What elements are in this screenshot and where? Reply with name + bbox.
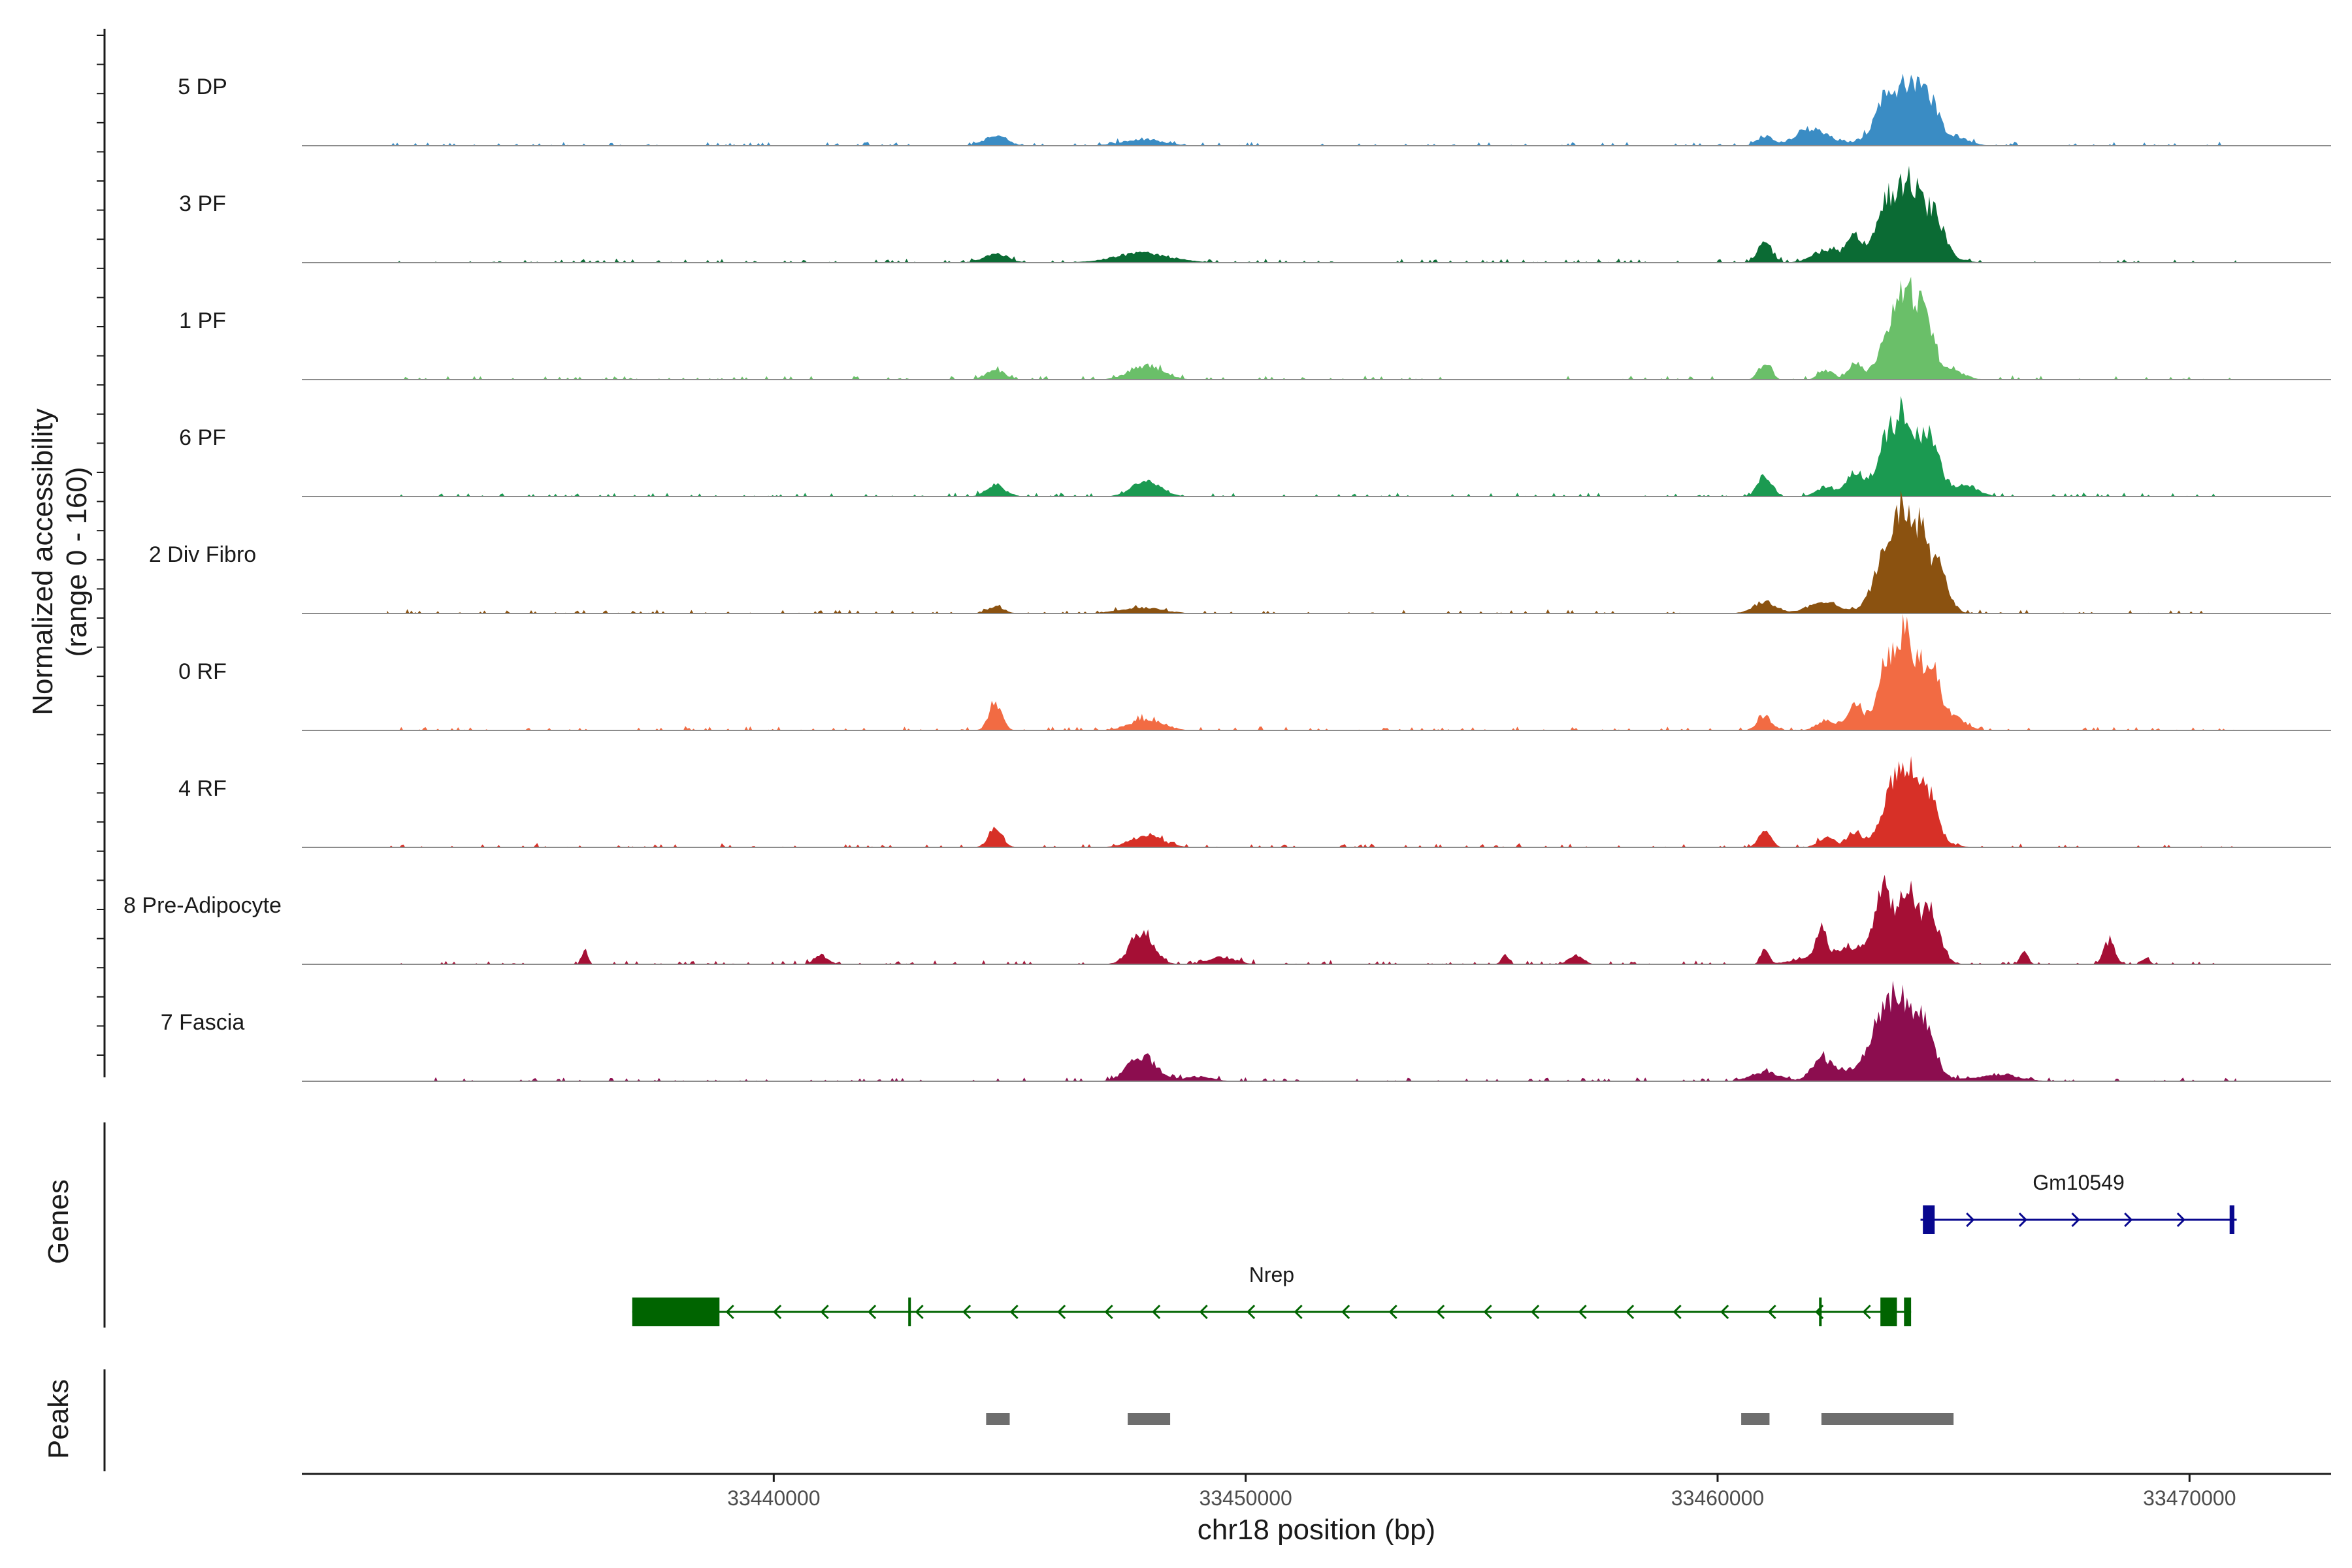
y-axis-title-line-2: (range 0 - 160) bbox=[61, 466, 93, 657]
track-8-pre-adipocyte: 8 Pre-Adipocyte bbox=[123, 874, 2331, 965]
strand-chevron bbox=[2124, 1212, 2133, 1228]
strand-chevron bbox=[1483, 1304, 1492, 1320]
gene-exon bbox=[2229, 1205, 2234, 1234]
strand-chevron bbox=[1578, 1304, 1587, 1320]
x-axis-title: chr18 position (bp) bbox=[1198, 1514, 1435, 1546]
coverage-area bbox=[387, 73, 2237, 146]
strand-chevron bbox=[2071, 1212, 2080, 1228]
genes-panel-label: Genes bbox=[42, 1179, 74, 1264]
strand-chevron bbox=[915, 1304, 924, 1320]
y-axis-title: Normalized accessibility (range 0 - 160) bbox=[27, 408, 93, 715]
track-label: 0 RF bbox=[178, 659, 227, 684]
strand-chevron bbox=[1862, 1304, 1871, 1320]
peak-region bbox=[1821, 1413, 1954, 1425]
gene-models: Gm10549 Nrep bbox=[632, 1171, 2237, 1326]
coverage-area bbox=[387, 756, 2237, 847]
peak-region bbox=[1741, 1413, 1770, 1425]
x-tick-label: 33460000 bbox=[1671, 1486, 1764, 1510]
track-7-fascia: 7 Fascia bbox=[161, 981, 2331, 1082]
strand-chevron bbox=[962, 1304, 972, 1320]
track-1-pf: 1 PF bbox=[179, 276, 2331, 380]
strand-chevron bbox=[1673, 1304, 1682, 1320]
gene-exon bbox=[908, 1298, 911, 1326]
track-label: 2 Div Fibro bbox=[149, 542, 256, 567]
track-2-div-fibro: 2 Div Fibro bbox=[149, 490, 2331, 614]
peak-region bbox=[986, 1413, 1010, 1425]
x-axis-ticks: 33440000 33450000 33460000 33470000 bbox=[727, 1474, 2236, 1510]
coverage-area bbox=[387, 490, 2237, 613]
strand-chevron bbox=[2018, 1212, 2028, 1228]
strand-chevron bbox=[1341, 1304, 1350, 1320]
coverage-area bbox=[387, 165, 2237, 263]
coverage-area bbox=[387, 874, 2237, 964]
track-label: 3 PF bbox=[179, 191, 226, 216]
peaks-panel-label: Peaks bbox=[42, 1379, 74, 1459]
x-tick-label: 33440000 bbox=[727, 1486, 820, 1510]
gene-exon bbox=[1904, 1298, 1912, 1326]
strand-chevron bbox=[1104, 1304, 1113, 1320]
peak-region bbox=[1128, 1413, 1171, 1425]
track-6-pf: 6 PF bbox=[179, 396, 2331, 497]
coverage-area bbox=[387, 981, 2237, 1081]
strand-chevron bbox=[725, 1304, 734, 1320]
track-label: 5 DP bbox=[178, 74, 227, 99]
track-0-rf: 0 RF bbox=[178, 613, 2331, 731]
strand-chevron bbox=[2176, 1212, 2185, 1228]
gene-label: Nrep bbox=[1249, 1263, 1294, 1286]
strand-chevron bbox=[1057, 1304, 1066, 1320]
coverage-area bbox=[387, 396, 2237, 497]
coverage-area bbox=[387, 613, 2237, 730]
strand-chevron bbox=[1720, 1304, 1729, 1320]
coverage-y-axis bbox=[97, 29, 106, 1077]
coverage-area bbox=[387, 276, 2237, 380]
strand-chevron bbox=[1531, 1304, 1540, 1320]
strand-chevron bbox=[1152, 1304, 1161, 1320]
strand-chevron bbox=[773, 1304, 782, 1320]
track-5-dp: 5 DP bbox=[178, 73, 2331, 146]
gene-nrep: Nrep bbox=[632, 1263, 1912, 1326]
strand-chevron bbox=[1966, 1212, 1975, 1228]
strand-chevron bbox=[1625, 1304, 1635, 1320]
strand-chevron bbox=[1294, 1304, 1303, 1320]
strand-chevron bbox=[1767, 1304, 1776, 1320]
x-tick-label: 33450000 bbox=[1199, 1486, 1292, 1510]
peak-regions bbox=[986, 1413, 1954, 1425]
gene-exon bbox=[1819, 1298, 1822, 1326]
track-label: 6 PF bbox=[179, 425, 226, 450]
gene-exon bbox=[1880, 1298, 1897, 1326]
x-tick-label: 33470000 bbox=[2143, 1486, 2236, 1510]
track-label: 7 Fascia bbox=[161, 1010, 245, 1035]
strand-chevron bbox=[868, 1304, 877, 1320]
gene-gm10549: Gm10549 bbox=[1920, 1171, 2237, 1234]
gene-label: Gm10549 bbox=[2033, 1171, 2125, 1194]
strand-chevron bbox=[820, 1304, 829, 1320]
gene-exon bbox=[1923, 1205, 1935, 1234]
y-axis-title-line-1: Normalized accessibility bbox=[27, 408, 59, 715]
coverage-tracks: 5 DP 3 PF 1 PF 6 PF 2 Div Fibro 0 RF 4 RF 8 Pre… bbox=[123, 73, 2331, 1082]
track-4-rf: 4 RF bbox=[178, 756, 2331, 848]
strand-chevron bbox=[1009, 1304, 1019, 1320]
track-label: 1 PF bbox=[179, 308, 226, 333]
track-label: 8 Pre-Adipocyte bbox=[123, 893, 282, 918]
strand-chevron bbox=[1199, 1304, 1208, 1320]
strand-chevron bbox=[1247, 1304, 1256, 1320]
track-3-pf: 3 PF bbox=[179, 165, 2331, 263]
strand-chevron bbox=[1436, 1304, 1445, 1320]
strand-chevron bbox=[1388, 1304, 1397, 1320]
track-label: 4 RF bbox=[178, 776, 227, 801]
gene-exon bbox=[632, 1298, 720, 1326]
